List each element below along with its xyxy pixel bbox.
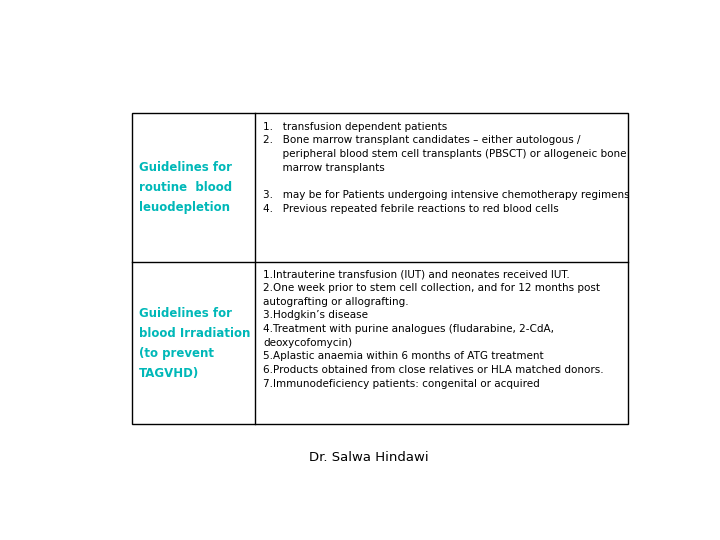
Text: peripheral blood stem cell transplants (PBSCT) or allogeneic bone: peripheral blood stem cell transplants (… [263, 149, 626, 159]
Text: 6.Products obtained from close relatives or HLA matched donors.: 6.Products obtained from close relatives… [263, 365, 603, 375]
Text: 4.   Previous repeated febrile reactions to red blood cells: 4. Previous repeated febrile reactions t… [263, 204, 559, 214]
Text: Dr. Salwa Hindawi: Dr. Salwa Hindawi [309, 451, 429, 464]
Text: 2.One week prior to stem cell collection, and for 12 months post: 2.One week prior to stem cell collection… [263, 283, 600, 293]
Bar [132, 113, 629, 424]
Text: 3.Hodgkin’s disease: 3.Hodgkin’s disease [263, 310, 368, 320]
Text: 3.   may be for Patients undergoing intensive chemotherapy regimens: 3. may be for Patients undergoing intens… [263, 191, 629, 200]
Text: 2.   Bone marrow transplant candidates – either autologous /: 2. Bone marrow transplant candidates – e… [263, 136, 580, 145]
Text: 7.Immunodeficiency patients: congenital or acquired: 7.Immunodeficiency patients: congenital … [263, 379, 540, 389]
Text: deoxycofomycin): deoxycofomycin) [263, 338, 352, 348]
Text: marrow transplants: marrow transplants [263, 163, 384, 173]
Text: Guidelines for
routine  blood
leuodepletion: Guidelines for routine blood leuodepleti… [138, 160, 232, 214]
Text: 1.Intrauterine transfusion (IUT) and neonates received IUT.: 1.Intrauterine transfusion (IUT) and neo… [263, 269, 570, 279]
Text: 4.Treatment with purine analogues (fludarabine, 2-CdA,: 4.Treatment with purine analogues (fluda… [263, 324, 554, 334]
Text: Guidelines for
blood Irradiation
(to prevent
TAGVHD): Guidelines for blood Irradiation (to pre… [138, 307, 250, 380]
Text: 1.   transfusion dependent patients: 1. transfusion dependent patients [263, 122, 447, 132]
Text: autografting or allografting.: autografting or allografting. [263, 296, 409, 307]
Text: 5.Aplastic anaemia within 6 months of ATG treatment: 5.Aplastic anaemia within 6 months of AT… [263, 352, 544, 361]
